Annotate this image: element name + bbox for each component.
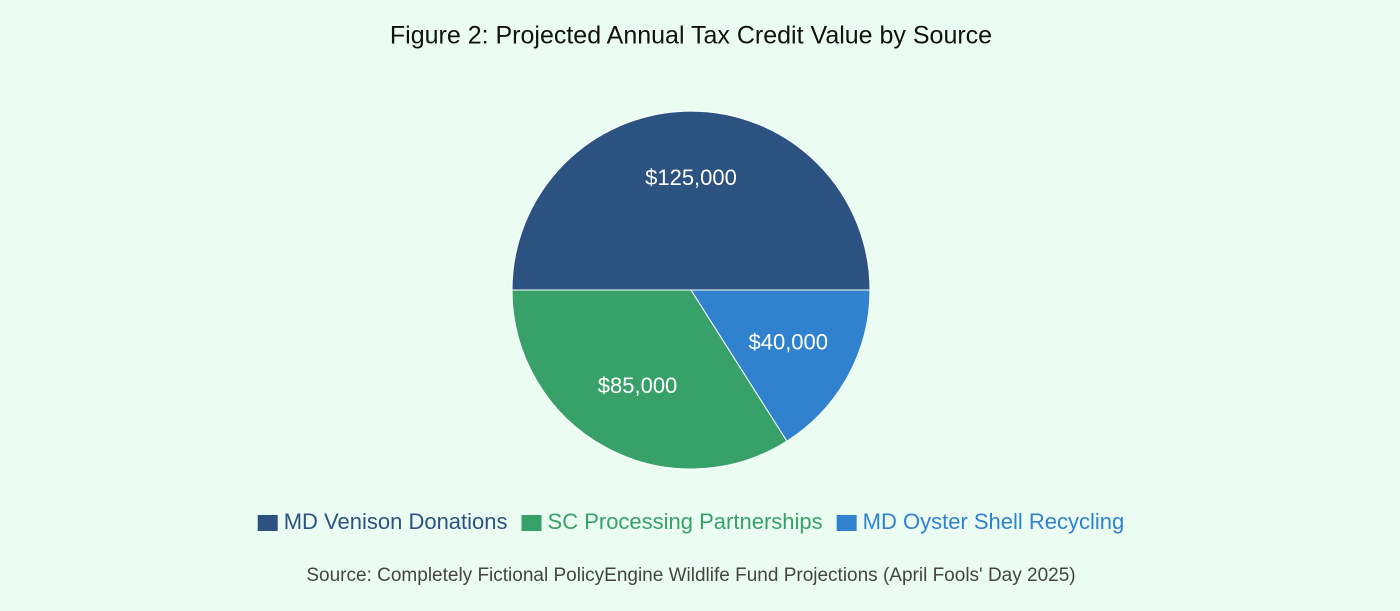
legend-label: SC Processing Partnerships — [548, 509, 823, 534]
legend-swatch — [521, 515, 542, 531]
legend-label: MD Oyster Shell Recycling — [863, 509, 1125, 534]
pie-slice — [511, 289, 788, 470]
source-note: Source: Completely Fictional PolicyEngin… — [306, 565, 1075, 586]
value-label: $85,000 — [598, 373, 678, 398]
pie-slice — [690, 289, 871, 442]
chart-title: Figure 2: Projected Annual Tax Credit Va… — [390, 22, 992, 50]
legend-label: MD Venison Donations — [284, 509, 508, 534]
value-label: $125,000 — [645, 165, 737, 190]
legend-swatch — [836, 515, 857, 531]
pie-slice — [511, 110, 871, 291]
value-label: $40,000 — [748, 329, 828, 354]
legend-swatch — [257, 515, 278, 531]
